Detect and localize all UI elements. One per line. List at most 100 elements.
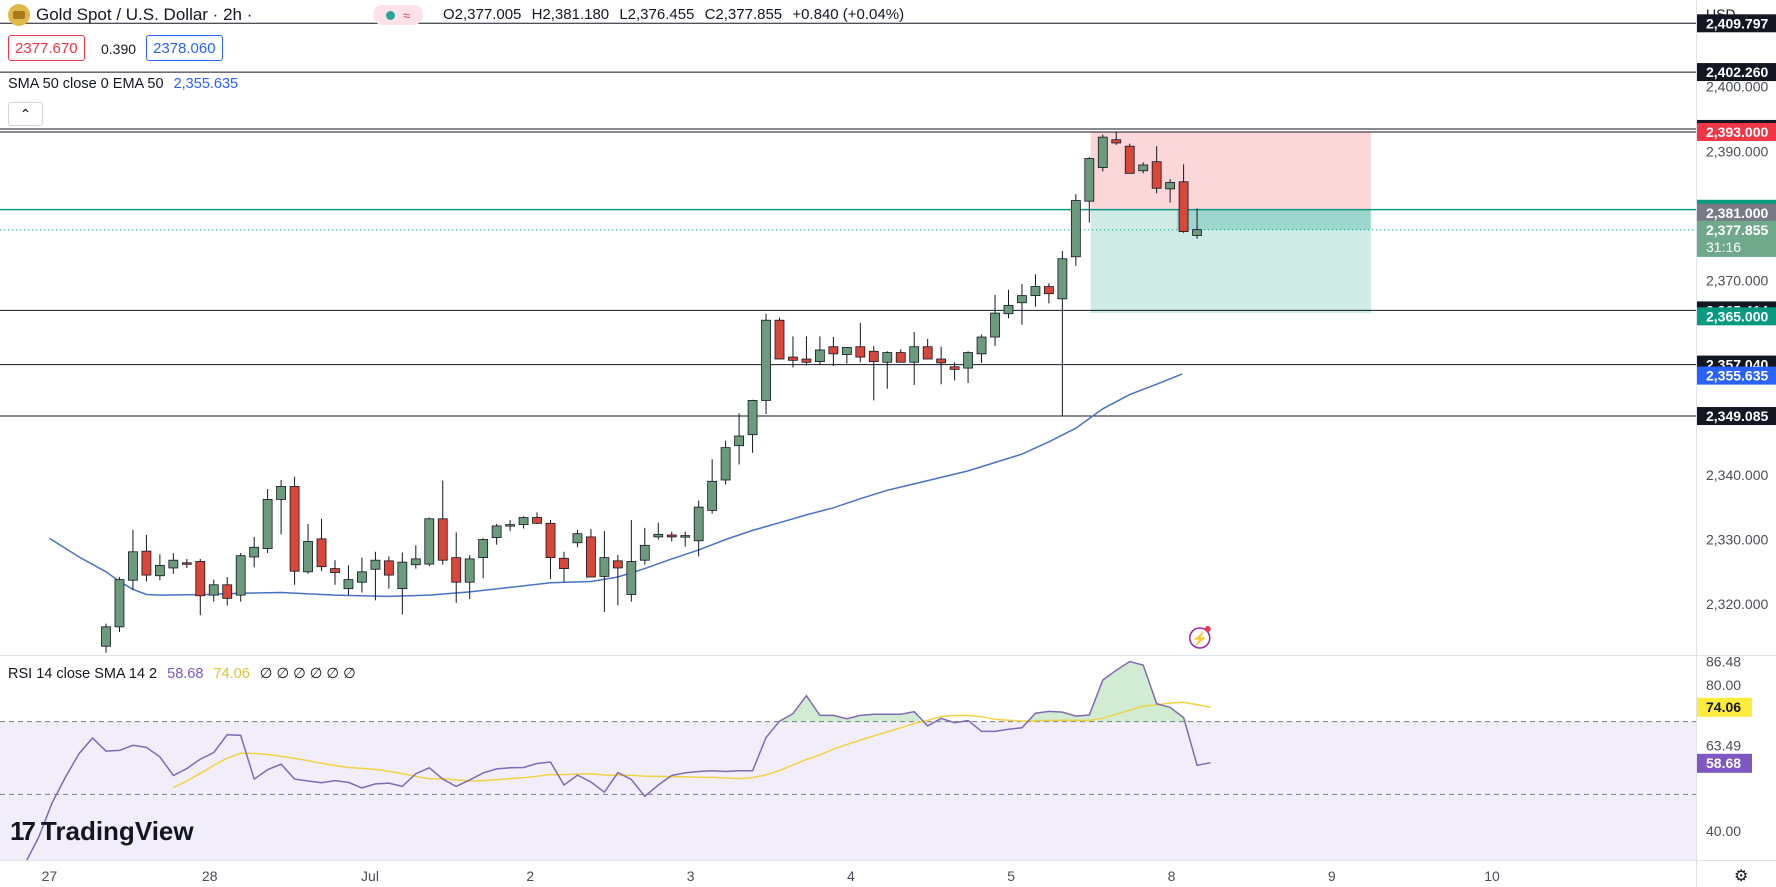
rsi-value-tag: 58.68 xyxy=(1706,755,1741,771)
candle-body xyxy=(195,561,206,597)
candle-body xyxy=(370,559,381,570)
market-status-pill[interactable]: ≈ xyxy=(373,5,423,25)
candle-body xyxy=(532,517,542,524)
rsi-tick-label: 86.48 xyxy=(1706,654,1741,670)
ohlc-close: C2,377.855 xyxy=(704,6,783,23)
chevron-up-icon: ⌃ xyxy=(19,105,32,122)
entry-price-tag: 2,381.000 xyxy=(1706,205,1768,221)
candle-body xyxy=(128,551,138,581)
candle-body xyxy=(815,349,825,363)
candle-body xyxy=(639,544,650,561)
time-tick-label: 4 xyxy=(847,868,855,884)
ohlc-readout: O2,377.005 H2,381.180 L2,376.455 C2,377.… xyxy=(443,6,910,23)
rsi-overbought-fill xyxy=(1028,661,1191,722)
position-open-pnl xyxy=(1176,209,1371,230)
lightning-alert-icon xyxy=(1189,627,1211,649)
candle-body xyxy=(505,524,516,527)
market-open-icon xyxy=(385,10,395,20)
candle-body xyxy=(1138,164,1149,172)
candle-body xyxy=(491,525,502,538)
candle-body xyxy=(303,541,313,573)
price-tick-label: 2,400.000 xyxy=(1706,79,1768,95)
price-tick-label: 2,330.000 xyxy=(1706,532,1768,548)
candle-body xyxy=(1030,286,1041,297)
spread-value: 0.390 xyxy=(101,41,137,57)
candle-body xyxy=(612,560,623,569)
rsi-value: 58.68 xyxy=(167,666,204,682)
ohlc-open: O2,377.005 xyxy=(443,6,522,23)
wave-icon: ≈ xyxy=(402,7,411,23)
rsi-tick-label: 40.00 xyxy=(1706,823,1741,839)
rsi-value-tag-bg xyxy=(1697,753,1752,773)
candle-body xyxy=(895,352,906,363)
candle-body xyxy=(1097,136,1108,168)
candle-body xyxy=(424,518,435,565)
candle-body xyxy=(262,498,273,549)
candle-body xyxy=(801,358,812,363)
candle-body xyxy=(680,535,691,538)
candle-body xyxy=(559,557,569,570)
candle-body xyxy=(181,562,192,565)
stop-price-tag: 2,393.000 xyxy=(1706,124,1768,140)
candle-body xyxy=(963,352,973,369)
candle-body xyxy=(882,352,893,363)
candle-body xyxy=(478,539,489,559)
candle-body xyxy=(1070,200,1081,258)
level-tag-bg xyxy=(1697,407,1776,426)
brand-name: TradingView xyxy=(40,816,194,846)
candle-body xyxy=(1111,139,1122,144)
position-target-zone xyxy=(1090,209,1371,314)
lightning-glyph: ⚡ xyxy=(1192,631,1208,647)
candle-body xyxy=(316,538,327,568)
candle-body xyxy=(235,555,246,596)
time-tick-label: 9 xyxy=(1328,868,1336,884)
candle-body xyxy=(976,336,987,355)
candle-body xyxy=(410,558,421,566)
sell-button[interactable]: 2377.670 xyxy=(8,35,85,61)
target-price-tag: 2,365.000 xyxy=(1706,308,1768,324)
candle-body xyxy=(1124,145,1135,174)
candle-body xyxy=(1017,295,1027,304)
candle-body xyxy=(707,480,718,511)
buy-button[interactable]: 2378.060 xyxy=(146,35,223,61)
gold-coin-icon xyxy=(8,4,30,26)
rsi-legend[interactable]: RSI 14 close SMA 14 2 58.68 74.06 ∅ ∅ ∅ … xyxy=(8,666,362,682)
candle-body xyxy=(761,319,771,401)
candle-body xyxy=(1192,229,1202,236)
symbol-header[interactable]: Gold Spot / U.S. Dollar · 2h · xyxy=(0,0,252,30)
tv-mark-icon: 17 xyxy=(10,816,36,846)
current-price-tag-bg xyxy=(1697,220,1776,257)
level-tag: 2,349.085 xyxy=(1706,408,1768,424)
price-tick-label: 2,370.000 xyxy=(1706,273,1768,289)
candle-body xyxy=(1003,304,1014,315)
collapse-legend-button[interactable]: ⌃ xyxy=(8,102,43,126)
gear-icon[interactable]: ⚙ xyxy=(1734,868,1749,885)
time-tick-label: 8 xyxy=(1168,868,1176,884)
tradingview-logo[interactable]: 17 TradingView xyxy=(10,816,194,847)
candle-countdown: 31:16 xyxy=(1706,239,1741,255)
candle-body xyxy=(720,447,731,481)
rsi-sma-value: 74.06 xyxy=(213,666,250,682)
candle-body xyxy=(168,559,179,569)
ema-price-tag-bg xyxy=(1697,366,1776,385)
ohlc-high: H2,381.180 xyxy=(531,6,610,23)
candle-body xyxy=(855,346,866,358)
level-tag: 2,402.260 xyxy=(1706,64,1768,80)
candle-body xyxy=(101,626,111,647)
candle-body xyxy=(545,522,556,559)
ohlc-change: +0.840 (+0.04%) xyxy=(792,6,905,23)
rsi-overbought-fill xyxy=(772,695,921,722)
price-tick-label: 2,390.000 xyxy=(1706,143,1768,159)
candle-body xyxy=(841,346,852,355)
rsi-placeholders: ∅ ∅ ∅ ∅ ∅ ∅ xyxy=(259,666,356,682)
currency-label[interactable]: USD xyxy=(1706,6,1736,22)
candle-body xyxy=(936,358,947,364)
indicator-legend[interactable]: SMA 50 close 0 EMA 50 2,355.635 xyxy=(8,76,238,92)
candle-body xyxy=(1057,258,1068,300)
stop-price-tag-bg xyxy=(1697,122,1776,141)
candle-body xyxy=(154,564,165,577)
price-tick-label: 2,320.000 xyxy=(1706,596,1768,612)
candle-body xyxy=(289,486,300,572)
